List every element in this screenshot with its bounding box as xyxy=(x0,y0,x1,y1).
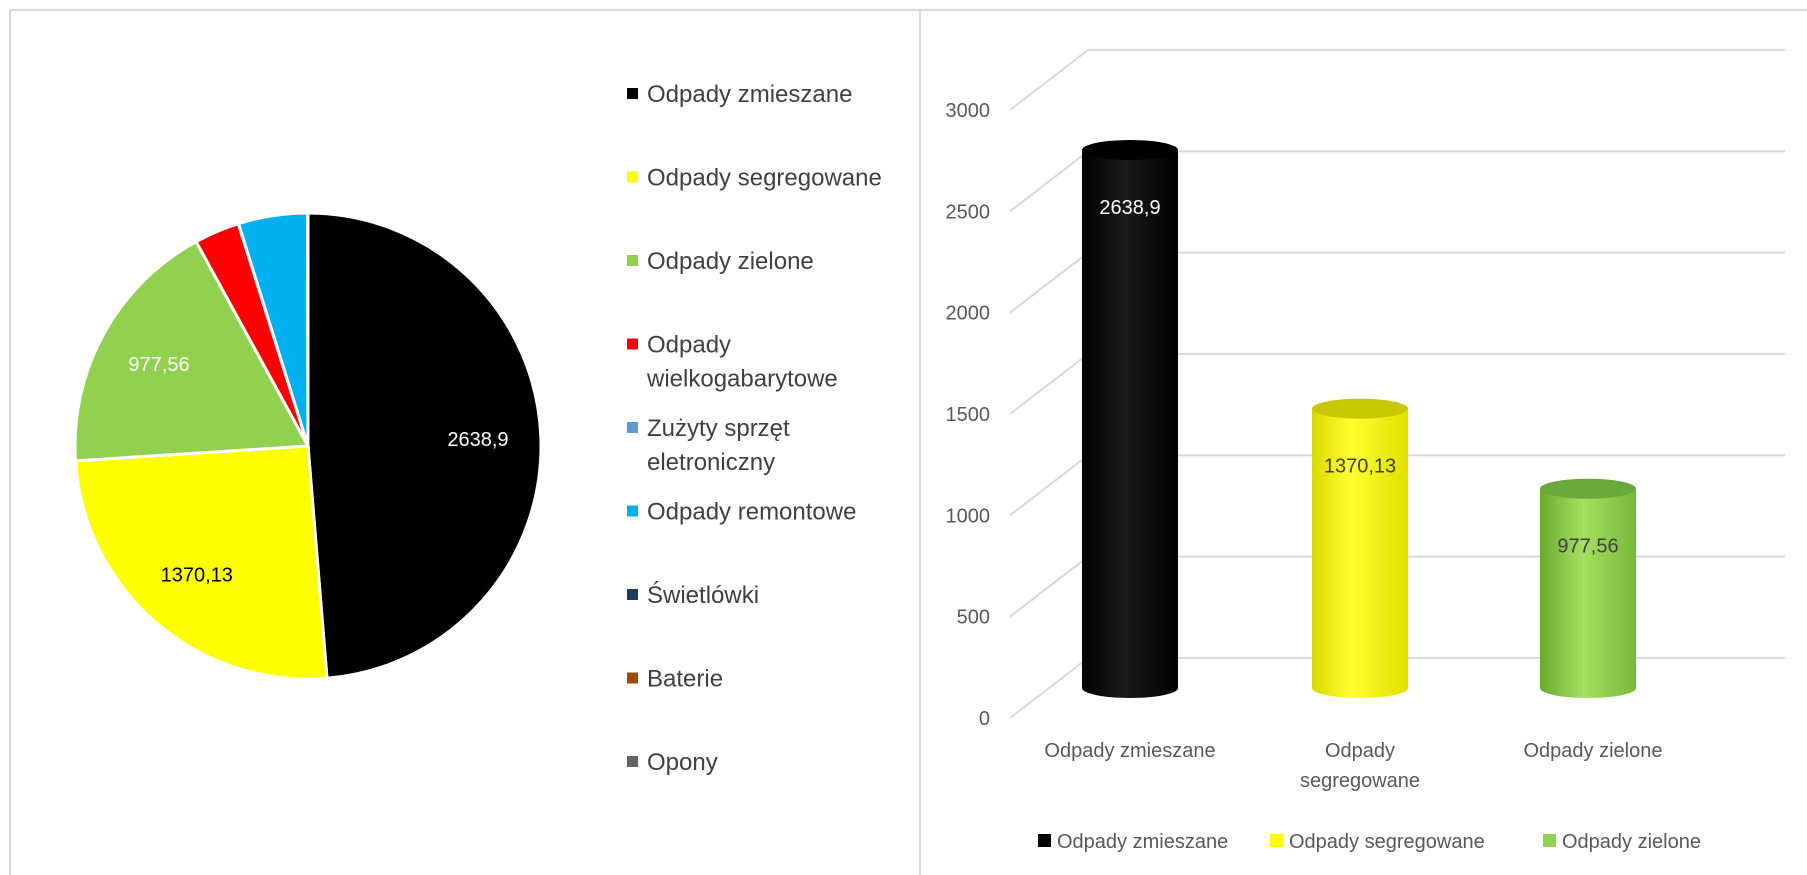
y-tick-label: 2000 xyxy=(946,303,991,325)
x-tick-label-line: Odpady zmieszane xyxy=(1044,740,1215,762)
x-tick-label-line: segregowane xyxy=(1300,770,1420,792)
pie-legend: Odpady zmieszane Odpady segregowane Odpady… xyxy=(627,81,882,776)
bar-data-label-odpady-zielone: 977,56 xyxy=(1557,536,1618,558)
legend-swatch-odpady-zielone xyxy=(627,255,638,266)
bar-data-label-odpady-segregowane: 1370,13 xyxy=(1324,456,1396,478)
y-tick-label: 500 xyxy=(957,607,990,629)
legend-label-line: Baterie xyxy=(647,666,723,693)
pie-data-label: 977,56 xyxy=(128,354,189,376)
bar-legend-label-odpady-segregowane: Odpady segregowane xyxy=(1289,831,1485,853)
bar-gridlines xyxy=(1009,49,1785,719)
legend-label-odpady-segregowane: Odpady segregowane xyxy=(647,165,882,192)
bar-cylinder-odpady-segregowane xyxy=(1312,408,1408,698)
gridline-side xyxy=(1009,353,1089,415)
legend-swatch-swietlowki xyxy=(627,589,638,600)
legend-swatch-odpady-wielkogabarytowe xyxy=(627,338,638,350)
y-tick-label: 1000 xyxy=(946,505,991,527)
gridline-side xyxy=(1009,251,1089,314)
gridline-side xyxy=(1009,150,1089,213)
legend-label-line: wielkogabarytowe xyxy=(646,366,838,393)
bar-legend-label-odpady-zielone: Odpady zielone xyxy=(1562,831,1701,853)
gridline-side xyxy=(1009,49,1089,111)
bar-data-label-odpady-zmieszane: 2638,9 xyxy=(1099,197,1160,219)
legend-label-line: Odpady zielone xyxy=(647,248,814,275)
legend-label-odpady-wielkogabarytowe: Odpady wielkogabarytowe xyxy=(646,332,838,393)
pie-chart: 2638,9 1370,13 977,56 xyxy=(73,211,543,681)
pie-data-label: 1370,13 xyxy=(161,565,233,587)
x-tick-label-odpady-zmieszane: Odpady zmieszane xyxy=(1044,740,1215,762)
pie-slice-odpady-zielone xyxy=(73,239,311,463)
y-tick-label: 2500 xyxy=(946,201,991,223)
bar-series: 2638,9 1370,13 977,56 xyxy=(1082,140,1636,698)
x-tick-label-line: Odpady zielone xyxy=(1524,740,1663,762)
legend-label-line: eletroniczny xyxy=(647,449,775,476)
y-tick-label: 0 xyxy=(979,708,990,730)
bar-cylinder-top-odpady-segregowane xyxy=(1312,398,1408,419)
legend-label-line: Odpady remontowe xyxy=(647,499,856,526)
bar-legend: Odpady zmieszane Odpady segregowane Odpady… xyxy=(1038,831,1701,853)
legend-label-line: Świetlówki xyxy=(647,581,759,609)
bar-cylinder-odpady-zielone xyxy=(1540,488,1636,698)
legend-label-zuzyty-sprzet-eletroniczny: Zużyty sprzęt eletroniczny xyxy=(647,415,790,476)
legend-label-baterie: Baterie xyxy=(647,666,723,693)
legend-label-line: Opony xyxy=(647,749,718,776)
pie-slice-odpady-segregowane xyxy=(73,444,329,681)
x-tick-label-odpady-segregowane: Odpady segregowane xyxy=(1300,740,1420,792)
legend-swatch-zuzyty-sprzet-eletroniczny xyxy=(627,422,638,433)
bar-legend-swatch-odpady-zielone xyxy=(1543,834,1556,847)
legend-label-line: Odpady zmieszane xyxy=(647,81,852,108)
bar-chart: 0 500 1000 1500 2000 2500 3000 2638,9 1370,13 97… xyxy=(946,49,1785,853)
bar-legend-swatch-odpady-segregowane xyxy=(1270,834,1283,847)
bar-x-axis: Odpady zmieszane Odpady segregowane Odpady … xyxy=(1044,740,1662,792)
bar-y-axis: 0 500 1000 1500 2000 2500 3000 xyxy=(946,100,991,730)
gridline-side xyxy=(1009,555,1089,618)
pie-slice-odpady-zmieszane xyxy=(306,211,543,680)
y-tick-label: 3000 xyxy=(946,100,991,122)
legend-label-swietlowki: Świetlówki xyxy=(647,581,759,609)
bar-cylinder-top-odpady-zielone xyxy=(1540,478,1636,499)
bar-cylinder-top-odpady-zmieszane xyxy=(1082,140,1178,160)
gridline-side xyxy=(1009,657,1089,719)
legend-label-opony: Opony xyxy=(647,749,718,776)
gridline-side xyxy=(1009,454,1089,517)
legend-label-odpady-zmieszane: Odpady zmieszane xyxy=(647,81,852,108)
legend-label-line: Odpady segregowane xyxy=(647,165,882,192)
bar-legend-label-odpady-zmieszane: Odpady zmieszane xyxy=(1057,831,1228,853)
legend-label-line: Odpady xyxy=(647,332,731,359)
legend-swatch-odpady-remontowe xyxy=(627,505,638,517)
legend-label-line: Zużyty sprzęt xyxy=(647,415,790,442)
x-tick-label-odpady-zielone: Odpady zielone xyxy=(1524,740,1663,762)
y-tick-label: 1500 xyxy=(946,404,991,426)
legend-swatch-odpady-zmieszane xyxy=(627,88,638,99)
legend-label-odpady-remontowe: Odpady remontowe xyxy=(647,499,856,526)
bar-cylinder-odpady-zmieszane xyxy=(1082,150,1178,698)
pie-data-label: 2638,9 xyxy=(447,429,508,451)
legend-swatch-odpady-segregowane xyxy=(627,171,638,183)
legend-swatch-opony xyxy=(627,756,638,767)
x-tick-label-line: Odpady xyxy=(1325,740,1395,762)
legend-label-odpady-zielone: Odpady zielone xyxy=(647,248,814,275)
bar-legend-swatch-odpady-zmieszane xyxy=(1038,834,1051,847)
legend-swatch-baterie xyxy=(627,672,638,684)
